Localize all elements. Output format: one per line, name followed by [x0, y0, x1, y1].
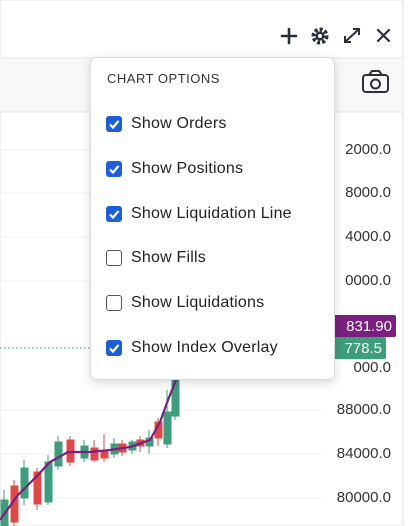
- price-label: 8000.0: [345, 184, 391, 201]
- camera-icon[interactable]: [362, 70, 389, 93]
- menu-item-label: Show Orders: [131, 115, 227, 132]
- menu-item[interactable]: Show Orders: [106, 113, 227, 135]
- price-tag-label: 778.5: [344, 340, 382, 357]
- menu-item-label: Show Fills: [131, 249, 206, 267]
- price-label: 4000.0: [345, 228, 391, 245]
- menu-item-label: Show Index Overlay: [131, 339, 278, 356]
- check-mark: [109, 120, 120, 130]
- check-mark: [109, 209, 120, 219]
- candles: [0, 370, 180, 526]
- menu-item-label: Show Liquidation Line: [131, 204, 292, 222]
- chart-options-menu: CHART OPTIONS Show Orders Show Positions S…: [90, 57, 335, 380]
- checkbox[interactable]: [106, 250, 122, 267]
- close-icon[interactable]: [376, 28, 391, 43]
- menu-item-label: Show Positions: [131, 159, 244, 177]
- checkbox[interactable]: [106, 205, 122, 222]
- price-label: 2000.0: [345, 141, 391, 158]
- menu-item[interactable]: Show Index Overlay: [106, 337, 278, 359]
- settings-icon[interactable]: [311, 27, 329, 45]
- menu-title: CHART OPTIONS: [107, 71, 220, 86]
- price-label: 84000.0: [337, 445, 391, 462]
- checkbox[interactable]: [106, 340, 122, 356]
- price-tag: [328, 337, 386, 359]
- price-tag-label: 831.90: [346, 318, 392, 335]
- checkbox[interactable]: [106, 116, 122, 132]
- menu-item[interactable]: Show Positions: [106, 158, 243, 180]
- expand-icon[interactable]: [344, 28, 360, 43]
- menu-item-label: Show Liquidations: [131, 294, 265, 312]
- checkbox[interactable]: [106, 295, 122, 312]
- menu-item[interactable]: Show Fills: [106, 247, 206, 269]
- menu-item[interactable]: Show Liquidation Line: [106, 203, 292, 225]
- check-mark: [109, 344, 120, 354]
- price-label: 80000.0: [337, 489, 391, 506]
- price-label: 000.0: [353, 359, 391, 376]
- checkbox[interactable]: [106, 160, 122, 177]
- menu-item[interactable]: Show Liquidations: [106, 292, 264, 314]
- price-label: 88000.0: [337, 401, 391, 418]
- add-icon[interactable]: [280, 27, 298, 45]
- price-label: 0000.0: [345, 272, 391, 289]
- check-mark: [109, 165, 120, 174]
- price-tag: [328, 315, 396, 337]
